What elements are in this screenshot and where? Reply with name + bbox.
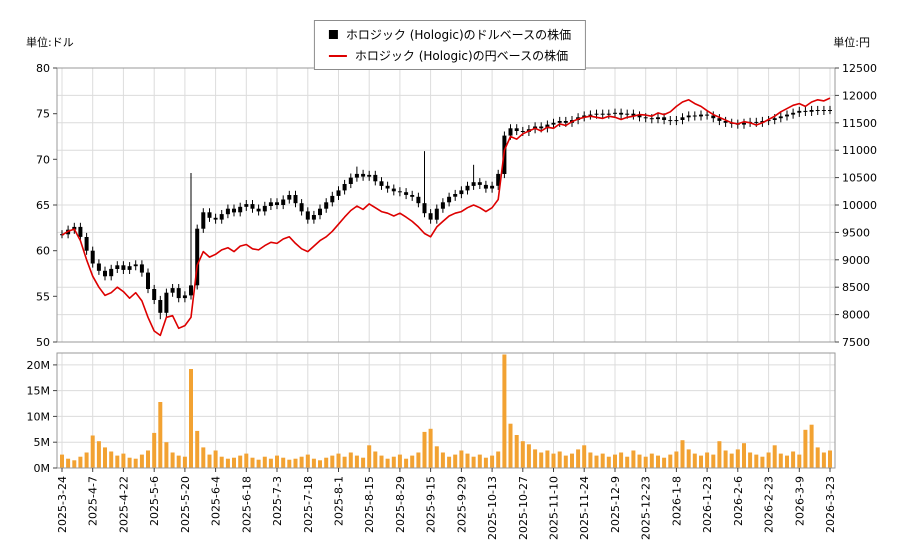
left-axis-tick-label: 60 (36, 245, 50, 258)
x-axis-date-label: 2025-8-15 (363, 476, 376, 533)
right-axis-tick-label: 12000 (842, 89, 877, 102)
x-axis-date-label: 2026-2-23 (763, 476, 776, 533)
volume-axis-tick-label: 5M (34, 436, 51, 449)
x-axis-date-label: 2025-8-29 (394, 476, 407, 533)
x-axis-date-label: 2025-12-23 (640, 476, 653, 540)
x-axis-date-label: 2026-3-23 (824, 476, 837, 533)
left-axis-tick-label: 80 (36, 62, 50, 75)
x-axis-date-label: 2025-8-1 (333, 476, 346, 526)
right-axis-tick-label: 8000 (842, 309, 870, 322)
left-axis-tick-label: 55 (36, 290, 50, 303)
grid-lines (57, 68, 835, 468)
x-axis-date-label: 2026-2-6 (732, 476, 745, 526)
volume-axis-tick-label: 20M (27, 359, 51, 372)
right-axis-tick-label: 12500 (842, 62, 877, 75)
plot-borders (56, 67, 836, 469)
legend: ホロジック (Hologic)のドルベースの株価 ホロジック (Hologic)… (313, 20, 587, 70)
left-axis-unit-label: 単位:ドル (26, 36, 74, 49)
x-axis-date-label: 2025-4-22 (117, 476, 130, 533)
black-square-icon (328, 30, 338, 39)
x-axis-date-label: 2026-1-8 (670, 476, 683, 526)
x-axis-date-label: 2025-11-24 (578, 476, 591, 540)
x-axis-date-label: 2025-9-29 (455, 476, 468, 533)
left-axis-tick-label: 75 (36, 108, 50, 121)
right-axis-tick-label: 7500 (842, 336, 870, 349)
right-axis-tick-label: 9000 (842, 254, 870, 267)
x-axis-date-label: 2025-10-27 (517, 476, 530, 540)
right-axis-tick-label: 8500 (842, 281, 870, 294)
x-axis-date-label: 2025-7-18 (302, 476, 315, 533)
x-axis-date-label: 2025-11-10 (548, 476, 561, 540)
jpy-price-line (61, 97, 831, 337)
right-axis-tick-label: 11500 (842, 117, 877, 130)
legend-label-jpy: ホロジック (Hologic)の円ベースの株価 (354, 49, 569, 63)
legend-label-usd: ホロジック (Hologic)のドルベースの株価 (345, 28, 572, 42)
legend-item-usd: ホロジック (Hologic)のドルベースの株価 (328, 26, 572, 43)
x-axis-date-label: 2025-5-20 (179, 476, 192, 533)
volume-axis-tick-label: 0M (34, 462, 51, 475)
legend-item-jpy: ホロジック (Hologic)の円ベースの株価 (328, 47, 571, 64)
volume-axis-tick-label: 10M (27, 410, 51, 423)
x-axis-date-label: 2025-5-6 (148, 476, 161, 526)
x-axis-date-label: 2025-7-3 (271, 476, 284, 526)
x-axis-date-label: 2025-3-24 (56, 476, 69, 533)
x-axis-date-label: 2025-6-4 (210, 476, 223, 526)
left-axis-tick-label: 65 (36, 199, 50, 212)
x-axis-date-label: 2026-3-9 (793, 476, 806, 526)
x-axis-labels: 2025-3-24 2025-4-7 2025-4-22 2025-5-6 2025-5… (56, 468, 837, 540)
x-axis-date-label: 2026-1-23 (701, 476, 714, 533)
right-axis-tick-label: 10500 (842, 172, 877, 185)
right-axis-tick-label: 10000 (842, 199, 877, 212)
volume-axis-tick-label: 15M (27, 385, 51, 398)
volume-bars (60, 354, 832, 468)
left-axis-tick-label: 50 (36, 336, 50, 349)
usd-candlesticks (60, 105, 832, 320)
right-axis-tick-label: 11000 (842, 144, 877, 157)
right-axis-unit-label: 単位:円 (833, 36, 870, 49)
right-axis-tick-label: 9500 (842, 226, 870, 239)
x-axis-date-label: 2025-4-7 (87, 476, 100, 526)
left-axis-tick-label: 70 (36, 153, 50, 166)
x-axis-date-label: 2025-12-9 (609, 476, 622, 533)
x-axis-date-label: 2025-6-18 (240, 476, 253, 533)
x-axis-date-label: 2025-10-13 (486, 476, 499, 540)
red-line-icon (328, 54, 347, 57)
axis-labels: 50 55 60 65 70 75 80 7500 8000 8500 9000 9500 10000 1… (27, 62, 878, 475)
axis-ticks (53, 67, 839, 469)
x-axis-date-label: 2025-9-15 (425, 476, 438, 533)
